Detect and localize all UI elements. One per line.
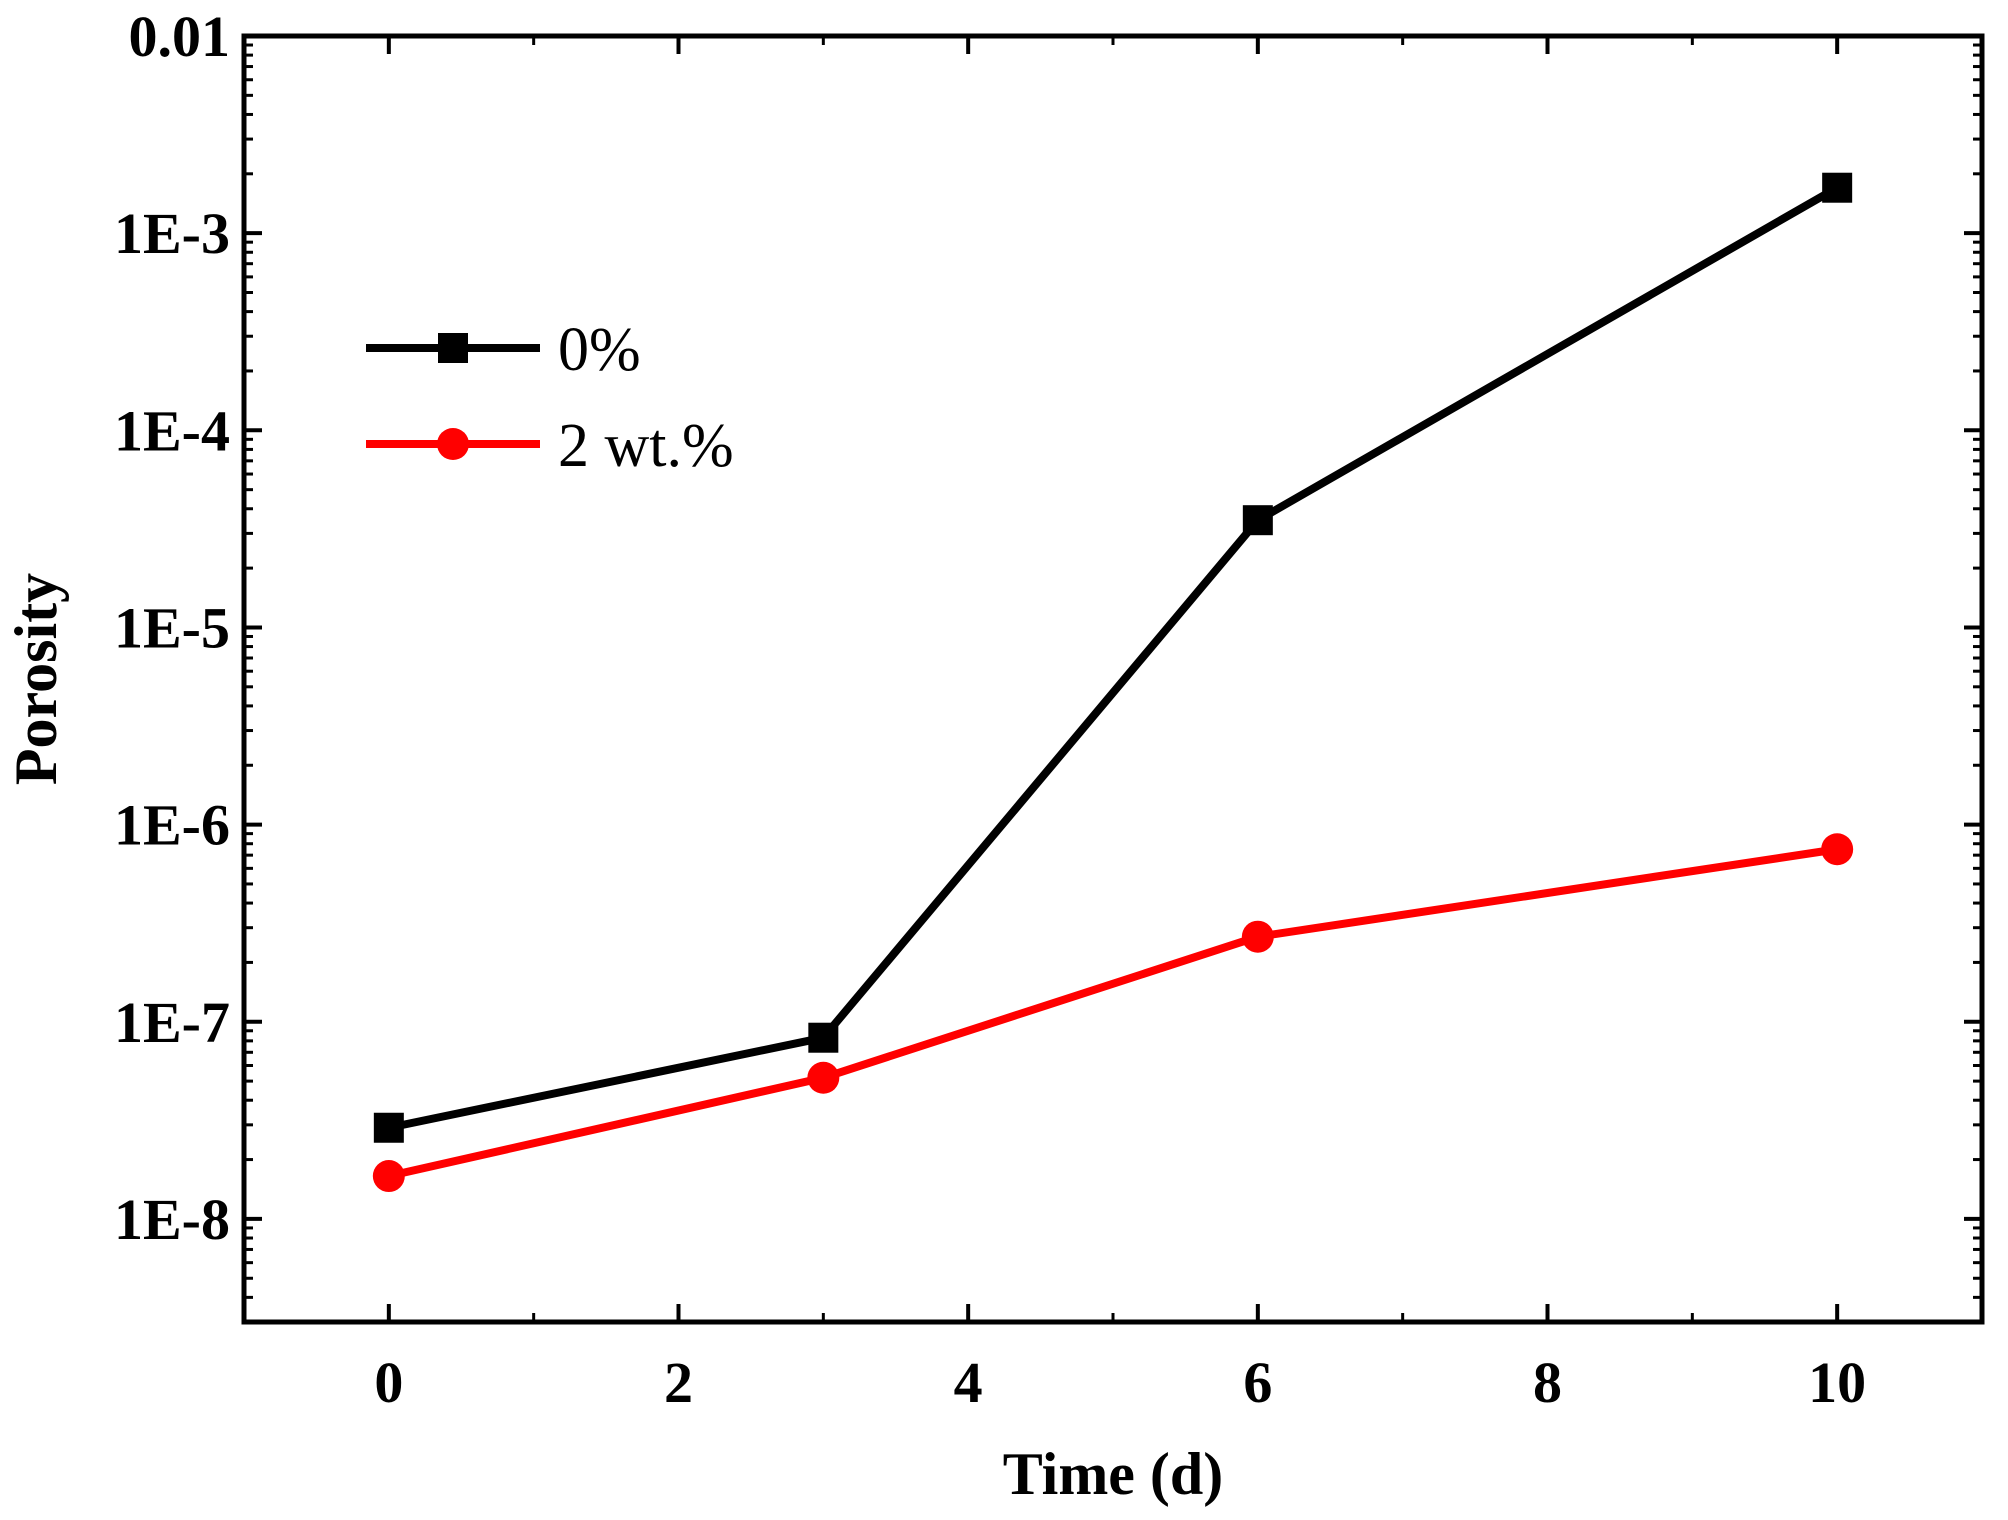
legend: 0% 2 wt.% — [366, 316, 734, 480]
x-axis-title: Time (d) — [1003, 1441, 1224, 1507]
y-tick-label: 1E-8 — [114, 1187, 230, 1252]
x-tick-label: 2 — [664, 1350, 693, 1415]
data-point — [1242, 505, 1273, 536]
legend-label: 0% — [558, 316, 641, 384]
plot-area — [241, 33, 1985, 1325]
data-point — [373, 1112, 404, 1143]
x-tick-label: 6 — [1243, 1350, 1272, 1415]
y-tick-label: 1E-6 — [114, 793, 230, 858]
data-point — [1821, 833, 1854, 866]
legend-marker — [438, 333, 468, 363]
series-line — [388, 184, 1840, 1132]
y-tick-label: 1E-5 — [114, 595, 230, 660]
data-point — [808, 1022, 839, 1053]
y-tick-label: 1E-7 — [114, 990, 230, 1055]
data-point — [807, 1061, 840, 1094]
plot-frame — [241, 33, 1985, 1325]
y-axis: 1E-8 1E-7 1E-6 1E-5 1E-4 1E-3 0.01 — [114, 4, 1982, 1324]
y-tick-label: 0.01 — [129, 4, 231, 69]
data-point — [372, 1160, 405, 1193]
legend-item: 2 wt.% — [366, 412, 734, 480]
x-tick-label: 0 — [374, 1350, 403, 1415]
series-two-wt-percent — [372, 833, 1854, 1193]
x-tick-label: 10 — [1808, 1350, 1866, 1415]
legend-item: 0% — [366, 316, 641, 384]
data-point — [1822, 172, 1853, 203]
legend-marker — [437, 428, 469, 460]
y-axis-title: Porosity — [3, 573, 69, 785]
y-tick-label: 1E-3 — [114, 201, 230, 266]
series-line — [387, 845, 1838, 1180]
y-tick-label: 1E-4 — [114, 398, 230, 463]
x-axis: 0 2 4 6 8 10 — [242, 36, 1984, 1415]
series-zero-percent — [373, 172, 1853, 1143]
x-tick-label: 4 — [954, 1350, 983, 1415]
data-point — [1241, 920, 1274, 953]
legend-label: 2 wt.% — [558, 412, 734, 480]
x-tick-label: 8 — [1533, 1350, 1562, 1415]
series-layer — [372, 172, 1854, 1193]
